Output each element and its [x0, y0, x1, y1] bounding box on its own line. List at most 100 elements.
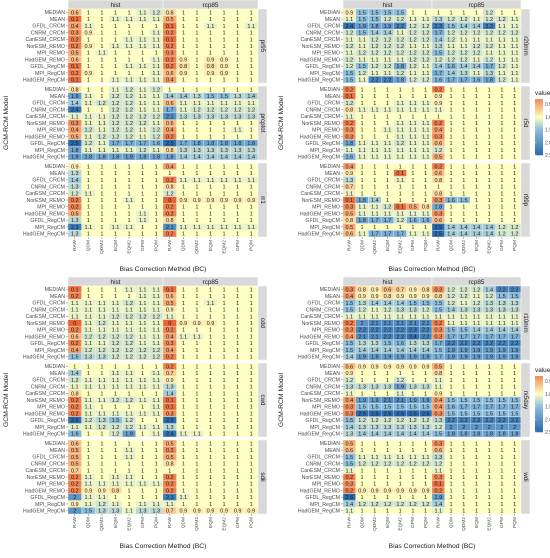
fig2-row-label-r5d-9: MPI_RegCM	[310, 148, 340, 154]
fig2-row-label-r20mm-7: HadGEM_REMO	[300, 57, 340, 63]
fig3-cell-label-hist-cwd-5-3: 1.2	[112, 398, 120, 404]
fig3-cell-label-rcp85-cwd-10-5: 1	[236, 432, 239, 438]
fig1-cell-label-rcp85-rr1-6-0: 0.2	[166, 205, 174, 211]
fig1-cell-label-hist-prcptot-10-6: 1.8	[152, 155, 160, 161]
fig1-row-label-pr95-5: NorESM_REMO	[27, 44, 65, 50]
fig1-cell-label-rcp85-pr95-5-1: 1	[182, 44, 185, 50]
fig2-cell-label-rcp85-r20mm-4-6: 1.1	[511, 37, 519, 43]
fig2-cell-label-rcp85-r99p-4-5: 1	[500, 191, 503, 197]
fig4-x-tick-label-hist-6: PQM	[423, 517, 429, 528]
fig4-cell-label-hist-rx5day-6-3: 1.5	[384, 405, 392, 411]
fig1-x-tick-label-hist-2: QDM2	[99, 240, 105, 254]
fig3-cell-label-rcp85-cdd-0-2: 1	[195, 287, 198, 293]
fig2-cell-label-hist-r5d-1-6: 1	[424, 94, 427, 100]
fig4-cell-label-hist-wdi-4-6: 1	[424, 468, 427, 474]
fig2-cell-label-rcp85-r99p-6-3: 1	[475, 205, 478, 211]
fig3-cell-label-hist-cdd-8-5: 1.1	[139, 341, 147, 347]
fig3-x-tick-label-rcp85-1: QDM	[181, 517, 187, 528]
fig1-cell-label-hist-pr95-6-3: 1	[114, 51, 117, 57]
fig2-legend-swatch-8	[535, 110, 543, 112]
fig4-cell-label-rcp85-r10mm-10-5: 1.9	[498, 355, 506, 361]
fig1-cell-label-rcp85-pr95-9-6: 1	[250, 71, 253, 77]
fig1-cell-label-rcp85-rr1-4-0: 1.2	[166, 191, 174, 197]
fig4-cell-label-hist-r10mm-5-2: 2.1	[371, 321, 379, 327]
fig1-cell-label-rcp85-pr95-4-4: 1	[223, 37, 226, 43]
fig2-cell-label-hist-r20mm-5-1: 1.1	[358, 44, 366, 50]
fig1-cell-label-rcp85-pr95-3-5: 1	[236, 31, 239, 37]
fig2-legend-swatch-0	[535, 99, 543, 101]
fig2-cell-label-hist-r5d-7-2: 1	[373, 134, 376, 140]
fig2-cell-label-hist-r5d-5-0: 0.2	[346, 121, 354, 127]
fig4-cell-label-hist-wdi-7-3: 0.9	[384, 488, 392, 494]
fig3-cell-label-rcp85-sdii-8-0: 2.3	[166, 495, 174, 501]
fig4-cell-label-rcp85-wdi-10-0: 1.1	[435, 509, 443, 515]
fig1-cell-label-hist-rr1-0-4: 1	[128, 164, 131, 170]
fig2-cell-label-rcp85-r20mm-3-4: 1.2	[485, 31, 493, 37]
fig2-cell-label-hist-r20mm-4-5: 1.2	[409, 37, 417, 43]
fig1-cell-label-rcp85-rr1-2-2: 1.1	[193, 178, 201, 184]
fig3-cell-label-rcp85-sdii-1-5: 1	[236, 448, 239, 454]
fig4-legend-swatch-32	[535, 420, 543, 423]
fig3-cell-label-hist-sdii-5-1: 1.1	[85, 475, 93, 481]
fig1-cell-label-rcp85-pr95-7-6: 1	[250, 57, 253, 63]
fig3-cell-label-rcp85-cwd-1-4: 1	[223, 371, 226, 377]
fig4-x-tick-label-hist-2: QDM2	[372, 517, 378, 531]
fig3-cell-label-rcp85-cdd-8-5: 1	[236, 341, 239, 347]
fig2-cell-label-hist-r99p-7-0: 0.5	[346, 211, 354, 217]
fig4-cell-label-hist-rx5day-4-1: 1	[361, 391, 364, 397]
fig2-cell-label-rcp85-r5d-0-4: 1	[488, 87, 491, 93]
fig4-cell-label-hist-r10mm-9-6: 1.4	[422, 348, 430, 354]
fig4-row-label-wdi-0: MEDIAN	[320, 441, 341, 447]
fig3-cell-label-hist-cdd-8-6: 1.1	[152, 341, 160, 347]
fig4-cell-label-rcp85-rx5day-7-0: 0.3	[435, 411, 443, 417]
fig3-cell-label-rcp85-cdd-0-4: 1	[223, 287, 226, 293]
fig2-cell-label-rcp85-r5d-1-6: 1	[513, 94, 516, 100]
fig3-cell-label-rcp85-cdd-1-1: 1	[182, 294, 185, 300]
fig3-cell-label-hist-sdii-5-6: 1	[155, 475, 158, 481]
fig4-cell-label-hist-rx5day-10-4: 1.4	[396, 432, 404, 438]
fig1-cell-label-hist-prcptot-6-4: 1.2	[125, 128, 133, 134]
fig3-cell-label-rcp85-cdd-3-6: 1	[250, 308, 253, 314]
fig3-x-tick-label-rcp85-2: QDM2	[194, 517, 200, 531]
fig3-cell-label-rcp85-cwd-3-0: 1.3	[166, 385, 174, 391]
fig2-cell-label-rcp85-r5d-9-4: 1	[488, 148, 491, 154]
fig4-cell-label-hist-r10mm-3-1: 1.2	[358, 308, 366, 314]
fig3-cell-label-hist-cdd-9-0: 0.4	[71, 348, 79, 354]
fig1-cell-label-hist-rr1-5-5: 1	[141, 198, 144, 204]
fig4-cell-label-rcp85-wdi-2-6: 1	[513, 455, 516, 461]
fig3-cell-label-hist-cdd-7-5: 1.1	[139, 334, 147, 340]
fig2-cell-label-hist-r99p-6-4: 0.1	[396, 205, 404, 211]
fig4-cell-label-rcp85-rx5day-8-5: 2.2	[498, 418, 506, 424]
fig1-cell-label-rcp85-pr95-5-5: 1	[236, 44, 239, 50]
fig1-cell-label-hist-rr1-3-0: 1.3	[71, 185, 79, 191]
fig3-cell-label-hist-cdd-8-1: 1.1	[85, 341, 93, 347]
fig2-cell-label-rcp85-r99p-4-0: 0.8	[435, 191, 443, 197]
fig2-cell-label-hist-r20mm-10-6: 1.2	[422, 78, 430, 84]
fig4-cell-label-hist-wdi-1-5: 1	[411, 448, 414, 454]
fig3-cell-label-rcp85-cwd-3-5: 1	[236, 385, 239, 391]
fig2-cell-label-hist-r99p-8-3: 1.7	[384, 218, 392, 224]
fig3-cell-label-rcp85-sdii-10-2: 0.9	[193, 509, 201, 515]
fig4-cell-label-hist-r10mm-6-1: 2.2	[358, 328, 366, 334]
fig2-legend-swatch-39	[535, 153, 543, 156]
fig1-row-label-pr95-8: GFDL_RegCM	[30, 64, 65, 70]
fig4-cell-label-hist-wdi-3-0: 1.5	[346, 462, 354, 468]
fig3-cell-label-rcp85-sdii-7-5: 1	[236, 488, 239, 494]
fig3-cell-label-rcp85-cwd-7-0: 0.3	[166, 411, 174, 417]
fig3-cell-label-hist-cwd-7-0: 0.2	[71, 411, 79, 417]
fig2-cell-label-hist-r20mm-4-4: 1.2	[396, 37, 404, 43]
fig2-cell-label-rcp85-r5d-4-1: 1	[450, 114, 453, 120]
fig1-row-label-pr95-10: HadGEM_RegCM	[23, 78, 65, 84]
fig2-cell-label-rcp85-r20mm-8-1: 1.6	[447, 64, 455, 70]
fig1-cell-label-rcp85-pr95-7-1: 0.9	[180, 57, 188, 63]
fig2-cell-label-rcp85-r20mm-7-1: 1.2	[447, 57, 455, 63]
fig1-cell-label-hist-prcptot-5-4: 1.2	[125, 121, 133, 127]
fig3-cell-label-hist-cdd-0-5: 1.1	[139, 287, 147, 293]
fig1-cell-label-rcp85-prcptot-9-6: 1.3	[247, 148, 255, 154]
fig2-x-tick-label-hist-4: EQM2	[397, 240, 403, 254]
fig4-cell-label-rcp85-wdi-5-4: 1	[488, 475, 491, 481]
fig2-cell-label-hist-r5d-2-5: 1.1	[409, 101, 417, 107]
fig3-cell-label-rcp85-sdii-0-6: 1	[250, 441, 253, 447]
fig1-cell-label-rcp85-rr1-8-1: 1	[182, 218, 185, 224]
fig1-cell-label-rcp85-prcptot-0-2: 1	[195, 87, 198, 93]
